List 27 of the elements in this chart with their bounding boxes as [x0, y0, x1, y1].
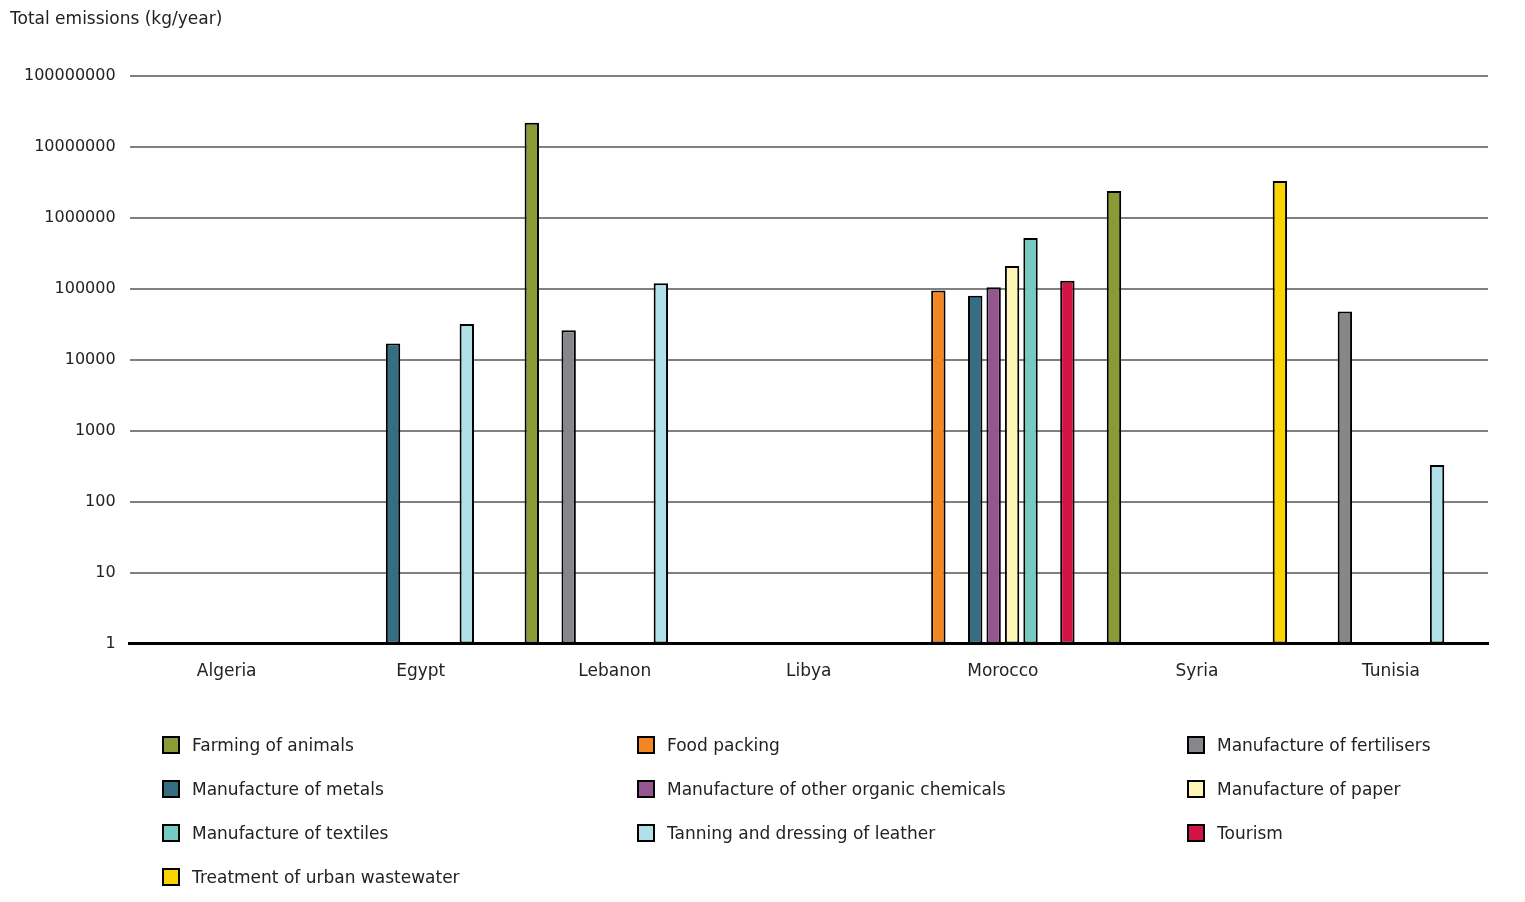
y-tick-label: 1000	[74, 419, 116, 439]
x-tick-label: Syria	[1175, 660, 1219, 681]
x-tick-label: Algeria	[196, 660, 257, 681]
y-tick-label: 100000	[54, 278, 116, 298]
legend-label: Treatment of urban wastewater	[192, 867, 460, 887]
legend-label: Manufacture of metals	[192, 779, 384, 799]
y-tick-label: 100	[85, 490, 116, 510]
legend-label: Food packing	[667, 735, 780, 755]
x-tick-label: Morocco	[967, 660, 1039, 681]
legend-label: Tourism	[1217, 823, 1283, 843]
legend-label: Tanning and dressing of leather	[667, 823, 936, 843]
legend-label: Manufacture of paper	[1217, 779, 1401, 799]
x-tick-label: Tunisia	[1360, 660, 1421, 681]
y-tick-label: 10000000	[34, 136, 116, 156]
x-tick-label: Egypt	[396, 660, 446, 681]
x-tick-label: Lebanon	[578, 660, 652, 681]
y-tick-label: 1	[105, 632, 116, 652]
legend-label: Manufacture of fertilisers	[1217, 735, 1431, 755]
x-tick-label: Libya	[786, 660, 832, 681]
y-axis-title: Total emissions (kg/year)	[10, 8, 223, 28]
legend-label: Manufacture of other organic chemicals	[667, 779, 1006, 799]
legend-label: Manufacture of textiles	[192, 823, 389, 843]
legend-label: Farming of animals	[192, 735, 354, 755]
y-tick-label: 1000000	[44, 207, 116, 227]
y-tick-label: 10	[95, 561, 116, 581]
y-tick-label: 100000000	[23, 65, 116, 85]
y-tick-label: 10000	[64, 348, 116, 368]
